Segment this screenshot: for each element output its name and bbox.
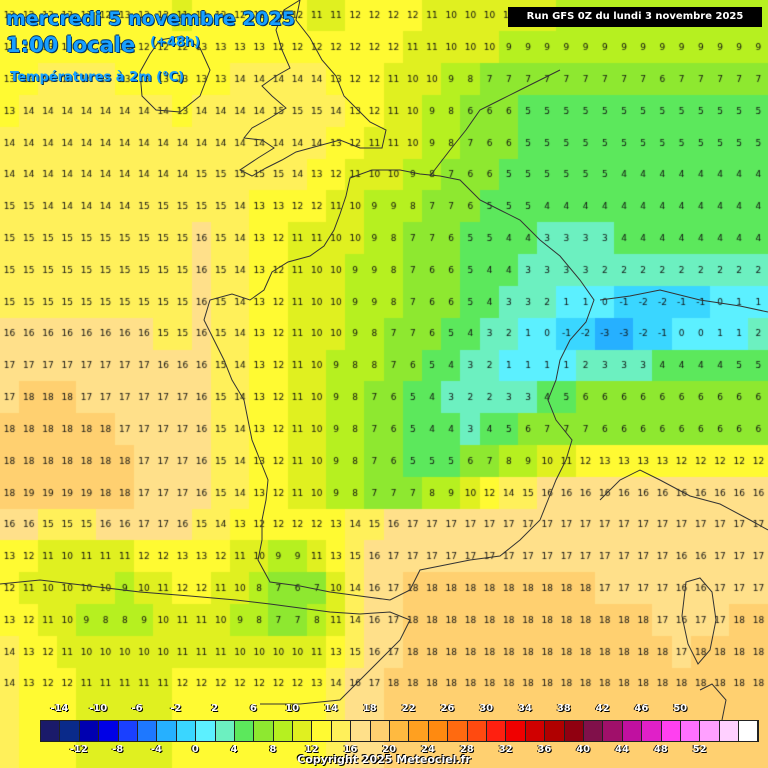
legend-swatch — [719, 721, 740, 741]
legend-label: 42 — [595, 703, 610, 714]
legend-swatch — [331, 721, 352, 741]
legend-label: 48 — [653, 744, 668, 755]
legend-swatch — [525, 721, 546, 741]
legend-swatch — [409, 721, 429, 741]
legend-label: 4 — [230, 744, 238, 755]
legend-swatch — [583, 721, 604, 741]
legend-swatch — [467, 721, 487, 741]
legend-swatch — [118, 721, 138, 741]
spain-coast — [0, 579, 411, 705]
color-legend: -14 -10 -6 -2 2 6 10 14 18 22 26 30 34 38 42 46 50 -12 -8… — [38, 703, 760, 759]
legend-swatch — [642, 721, 662, 741]
legend-swatch — [157, 721, 177, 741]
legend-label: 18 — [362, 703, 377, 714]
legend-label: -2 — [170, 703, 182, 714]
legend-swatch — [351, 721, 371, 741]
legend-swatch — [215, 721, 235, 741]
legend-swatch — [370, 721, 391, 741]
legend-label: 30 — [479, 703, 494, 714]
legend-swatch — [60, 721, 80, 741]
corsica-coast — [681, 577, 717, 665]
legend-label: 46 — [634, 703, 649, 714]
legend-swatch — [41, 721, 61, 741]
variable-title: Températures à 2m (°C) — [10, 70, 185, 85]
legend-label: -6 — [131, 703, 143, 714]
legend-label: 0 — [191, 744, 199, 755]
legend-label: -10 — [89, 703, 108, 714]
legend-label: 22 — [401, 703, 416, 714]
legend-swatch — [99, 721, 119, 741]
legend-swatch — [739, 721, 759, 741]
legend-swatch — [137, 721, 158, 741]
legend-swatch — [545, 721, 565, 741]
legend-label: -8 — [112, 744, 124, 755]
legend-label: 12 — [304, 744, 319, 755]
legend-swatch — [661, 721, 681, 741]
legend-label: -4 — [150, 744, 162, 755]
legend-swatch — [196, 721, 216, 741]
legend-color-bar — [40, 720, 760, 742]
legend-label: 40 — [576, 744, 591, 755]
legend-swatch — [293, 721, 313, 741]
legend-label: 2 — [211, 703, 219, 714]
legend-swatch — [603, 721, 623, 741]
legend-label: 36 — [537, 744, 552, 755]
legend-swatch — [176, 721, 197, 741]
legend-swatch — [506, 721, 526, 741]
ireland-coast — [139, 35, 211, 113]
legend-lower-labels: -12 -8 -4 0 4 8 12 16 20 24 28 32 36 40 44 48 52 — [38, 744, 728, 758]
legend-swatch — [273, 721, 294, 741]
legend-label: 44 — [615, 744, 629, 755]
run-info-box: Run GFS 0Z du lundi 3 novembre 2025 — [508, 7, 762, 27]
legend-swatch — [234, 721, 255, 741]
legend-label: 26 — [440, 703, 455, 714]
legend-label: 8 — [269, 744, 277, 755]
forecast-date: mercredi 5 novembre 2025 — [6, 8, 296, 30]
sardinia-coast — [699, 683, 727, 721]
legend-label: 28 — [459, 744, 474, 755]
legend-swatch — [700, 721, 720, 741]
legend-swatch — [622, 721, 643, 741]
legend-label: 14 — [324, 703, 338, 714]
lead-time-badge: (+48h) — [150, 35, 201, 50]
legend-swatch — [254, 721, 274, 741]
legend-label: -14 — [50, 703, 69, 714]
legend-label: 38 — [556, 703, 571, 714]
legend-label: 16 — [343, 744, 358, 755]
legend-swatch — [312, 721, 332, 741]
france-coast — [203, 169, 595, 601]
legend-label: 20 — [382, 744, 397, 755]
legend-swatch — [79, 721, 100, 741]
legend-label: 10 — [285, 703, 300, 714]
italy-coast — [599, 289, 768, 531]
uk-coast — [239, 0, 387, 177]
legend-label: 34 — [518, 703, 532, 714]
legend-swatch — [486, 721, 507, 741]
legend-swatch — [564, 721, 584, 741]
legend-swatch — [680, 721, 701, 741]
legend-upper-labels: -14 -10 -6 -2 2 6 10 14 18 22 26 30 34 38 42 46 50 — [38, 703, 728, 717]
legend-swatch — [448, 721, 468, 741]
legend-label: 24 — [421, 744, 435, 755]
legend-label: 50 — [673, 703, 688, 714]
legend-label: 32 — [498, 744, 513, 755]
legend-label: 6 — [249, 703, 257, 714]
forecast-time: 1:00 locale — [6, 33, 136, 57]
legend-label: -12 — [69, 744, 88, 755]
legend-swatch — [390, 721, 410, 741]
legend-label: 52 — [692, 744, 707, 755]
belgium-nl-coast — [429, 69, 561, 177]
copyright-text: Copyright 2025 Meteociel.fr — [297, 753, 471, 766]
legend-swatch — [428, 721, 449, 741]
